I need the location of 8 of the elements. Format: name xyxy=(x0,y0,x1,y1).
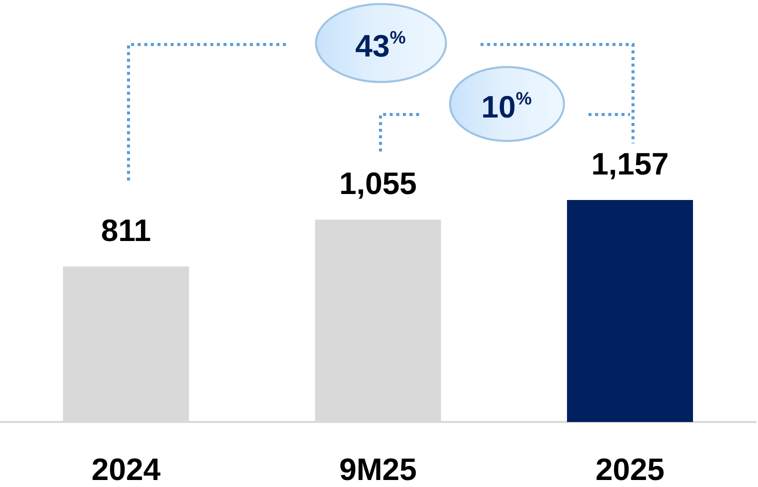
text: 10$^{%}$ xyxy=(481,88,532,124)
data-label: 1,157 xyxy=(591,146,669,182)
x-tick-label: 2024 xyxy=(92,452,162,487)
data-label: 811 xyxy=(100,212,152,248)
x-tick-label: 9M25 xyxy=(339,452,417,487)
x-tick-label: 2025 xyxy=(596,452,664,487)
text: 43$^{%}$ xyxy=(355,28,406,64)
data-label: 1,055 xyxy=(339,166,417,202)
